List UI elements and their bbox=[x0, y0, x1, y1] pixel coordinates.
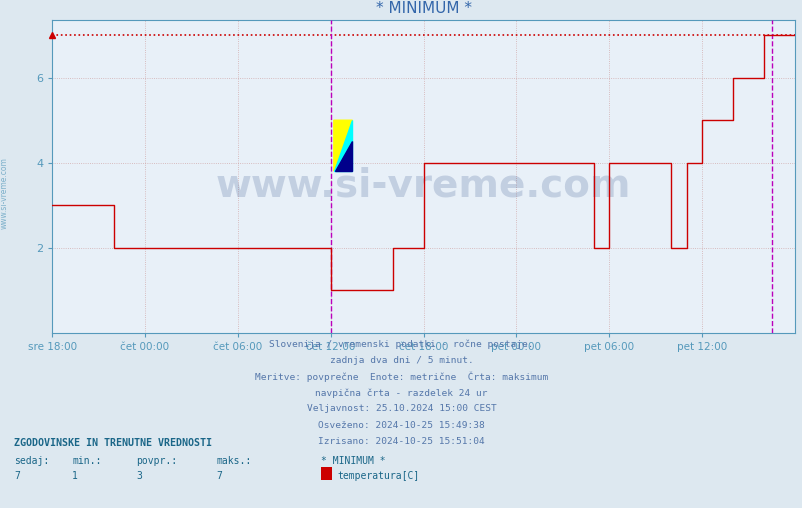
Title: * MINIMUM *: * MINIMUM * bbox=[375, 2, 471, 16]
Text: min.:: min.: bbox=[72, 456, 102, 466]
Text: sedaj:: sedaj: bbox=[14, 456, 50, 466]
Polygon shape bbox=[334, 120, 352, 171]
Text: maks.:: maks.: bbox=[217, 456, 252, 466]
Text: 1: 1 bbox=[72, 471, 78, 481]
Text: navpična črta - razdelek 24 ur: navpična črta - razdelek 24 ur bbox=[315, 388, 487, 398]
Polygon shape bbox=[334, 141, 352, 171]
Text: ZGODOVINSKE IN TRENUTNE VREDNOSTI: ZGODOVINSKE IN TRENUTNE VREDNOSTI bbox=[14, 438, 213, 449]
Text: www.si-vreme.com: www.si-vreme.com bbox=[216, 167, 630, 205]
Text: Slovenija / vremenski podatki - ročne postaje.: Slovenija / vremenski podatki - ročne po… bbox=[269, 339, 533, 349]
Text: Meritve: povprečne  Enote: metrične  Črta: maksimum: Meritve: povprečne Enote: metrične Črta:… bbox=[254, 372, 548, 383]
Text: Osveženo: 2024-10-25 15:49:38: Osveženo: 2024-10-25 15:49:38 bbox=[318, 421, 484, 430]
Text: povpr.:: povpr.: bbox=[136, 456, 177, 466]
Text: 3: 3 bbox=[136, 471, 142, 481]
Text: 7: 7 bbox=[14, 471, 20, 481]
Text: 7: 7 bbox=[217, 471, 222, 481]
Text: temperatura[C]: temperatura[C] bbox=[337, 471, 419, 481]
Text: www.si-vreme.com: www.si-vreme.com bbox=[0, 157, 9, 229]
Text: * MINIMUM *: * MINIMUM * bbox=[321, 456, 385, 466]
Polygon shape bbox=[334, 120, 352, 171]
Text: zadnja dva dni / 5 minut.: zadnja dva dni / 5 minut. bbox=[329, 356, 473, 365]
Text: Veljavnost: 25.10.2024 15:00 CEST: Veljavnost: 25.10.2024 15:00 CEST bbox=[306, 404, 496, 414]
Text: Izrisano: 2024-10-25 15:51:04: Izrisano: 2024-10-25 15:51:04 bbox=[318, 437, 484, 446]
